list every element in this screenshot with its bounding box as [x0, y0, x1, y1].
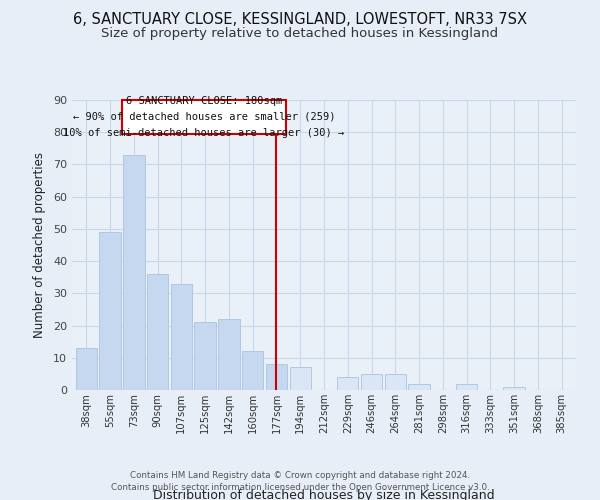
Bar — [385, 374, 406, 390]
Text: Contains HM Land Registry data © Crown copyright and database right 2024.
Contai: Contains HM Land Registry data © Crown c… — [110, 471, 490, 492]
Text: 6 SANCTUARY CLOSE: 180sqm
← 90% of detached houses are smaller (259)
10% of semi: 6 SANCTUARY CLOSE: 180sqm ← 90% of detac… — [64, 96, 344, 138]
Bar — [100, 232, 121, 390]
Text: 6, SANCTUARY CLOSE, KESSINGLAND, LOWESTOFT, NR33 7SX: 6, SANCTUARY CLOSE, KESSINGLAND, LOWESTO… — [73, 12, 527, 28]
Bar — [503, 387, 525, 390]
Bar — [290, 368, 311, 390]
Bar — [123, 155, 145, 390]
FancyBboxPatch shape — [122, 100, 286, 134]
Bar — [218, 319, 239, 390]
Y-axis label: Number of detached properties: Number of detached properties — [33, 152, 46, 338]
Bar — [337, 377, 358, 390]
X-axis label: Distribution of detached houses by size in Kessingland: Distribution of detached houses by size … — [153, 488, 495, 500]
Bar — [361, 374, 382, 390]
Bar — [194, 322, 216, 390]
Text: Size of property relative to detached houses in Kessingland: Size of property relative to detached ho… — [101, 28, 499, 40]
Bar — [76, 348, 97, 390]
Bar — [147, 274, 168, 390]
Bar — [242, 352, 263, 390]
Bar — [266, 364, 287, 390]
Bar — [170, 284, 192, 390]
Bar — [409, 384, 430, 390]
Bar — [456, 384, 478, 390]
